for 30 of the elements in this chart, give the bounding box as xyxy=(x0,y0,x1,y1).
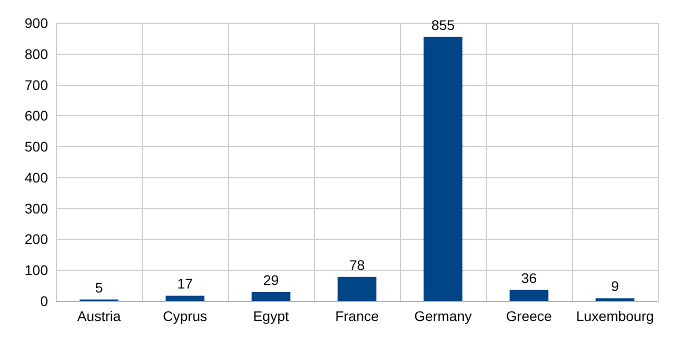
bar xyxy=(424,36,462,301)
data-label: 5 xyxy=(95,279,104,296)
y-tick-label: 0 xyxy=(40,293,48,309)
y-tick-label: 400 xyxy=(24,169,48,186)
bar xyxy=(510,290,548,301)
bar xyxy=(166,296,204,301)
data-label: 9 xyxy=(611,278,620,294)
x-tick-label: Luxembourg xyxy=(576,308,654,324)
data-label: 78 xyxy=(349,256,365,273)
y-tick-label: 300 xyxy=(24,200,48,216)
x-tick-label: France xyxy=(335,308,379,324)
y-tick-label: 500 xyxy=(24,138,48,155)
y-tick-label: 700 xyxy=(24,76,48,93)
y-tick-label: 900 xyxy=(24,15,48,31)
x-tick-label: Greece xyxy=(506,308,552,324)
data-label: 29 xyxy=(263,272,279,288)
bar xyxy=(338,276,376,301)
bar xyxy=(596,298,634,301)
data-label: 17 xyxy=(177,276,193,292)
y-tick-label: 800 xyxy=(24,46,48,62)
y-tick-label: 200 xyxy=(24,231,48,248)
x-tick-label: Cyprus xyxy=(162,308,208,324)
data-label: 855 xyxy=(431,16,455,33)
x-tick-label: Austria xyxy=(77,308,121,324)
y-tick-label: 100 xyxy=(24,262,48,278)
x-tick-label: Egypt xyxy=(253,308,290,324)
data-label: 36 xyxy=(521,270,537,286)
y-tick-label: 600 xyxy=(24,108,48,124)
bar xyxy=(252,292,290,301)
x-tick-label: Germany xyxy=(414,308,472,324)
